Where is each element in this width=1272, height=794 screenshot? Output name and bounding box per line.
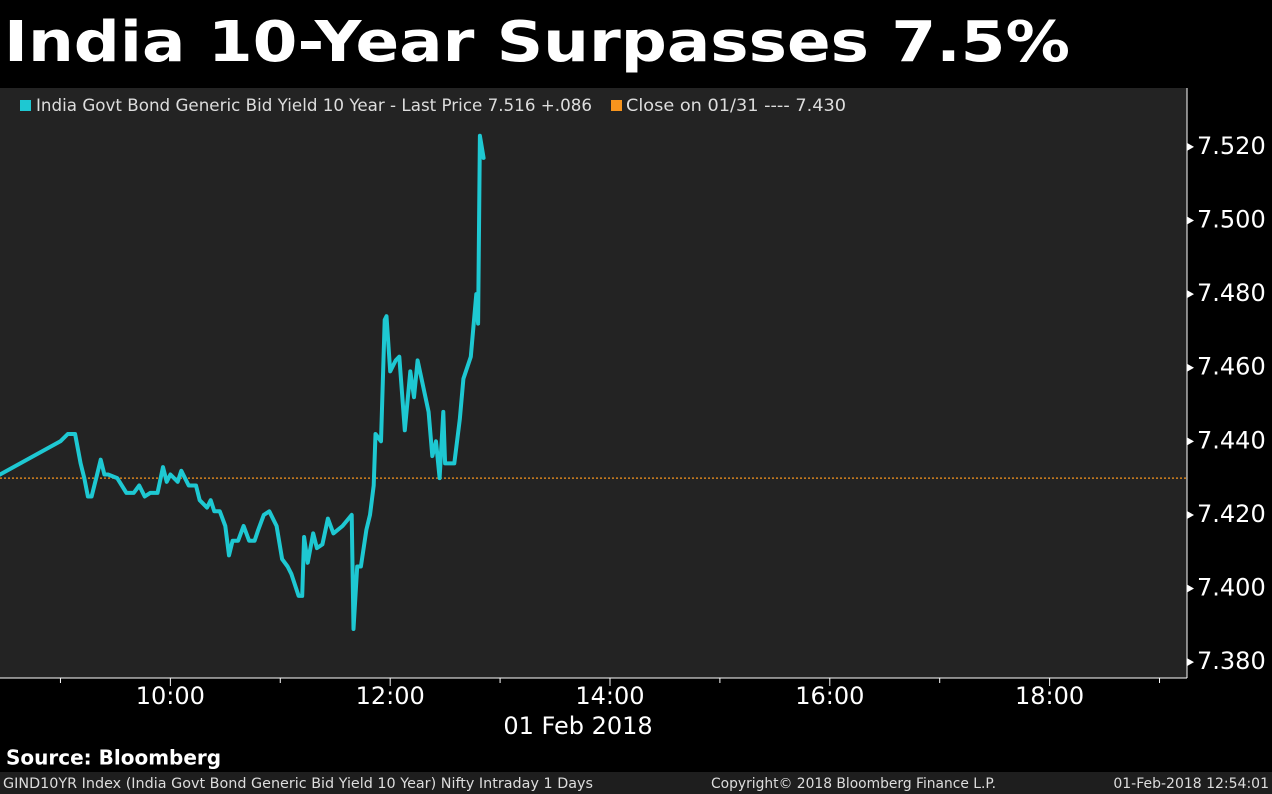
x-tick-label: 14:00 (575, 682, 644, 710)
y-tick-label: 7.400 (1197, 574, 1266, 602)
plot-area (0, 88, 1187, 678)
title-bar (0, 0, 1272, 88)
x-tick-label: 12:00 (356, 682, 425, 710)
y-tick-mark (1187, 658, 1194, 667)
series-line (0, 133, 486, 631)
x-tick-label: 10:00 (136, 682, 205, 710)
y-tick-mark (1187, 290, 1194, 299)
y-tick-label: 7.380 (1197, 647, 1266, 675)
x-axis-area (0, 678, 1272, 745)
y-tick-mark (1187, 216, 1194, 225)
y-tick-label: 7.440 (1197, 426, 1266, 454)
footer-bar (0, 772, 1272, 794)
y-axis-area (1187, 88, 1272, 678)
footer-right: 01-Feb-2018 12:54:01 (1113, 776, 1269, 792)
legend-swatch (611, 100, 622, 111)
x-tick-label: 18:00 (1015, 682, 1084, 710)
source-bar (0, 745, 1272, 772)
y-tick-mark (1187, 142, 1194, 151)
y-tick-mark (1187, 437, 1194, 446)
y-tick-label: 7.500 (1197, 206, 1266, 234)
legend-label: Close on 01/31 ---- 7.430 (626, 96, 846, 116)
y-tick-mark (1187, 510, 1194, 519)
x-axis-label: 01 Feb 2018 (503, 712, 652, 740)
legend-label: India Govt Bond Generic Bid Yield 10 Yea… (36, 96, 592, 116)
source: Source: Bloomberg (6, 746, 221, 770)
x-tick-label: 16:00 (795, 682, 864, 710)
y-tick-mark (1187, 363, 1194, 372)
y-tick-label: 7.520 (1197, 132, 1266, 160)
chart-title: India 10-Year Surpasses 7.5% (4, 10, 1070, 75)
y-tick-label: 7.420 (1197, 500, 1266, 528)
footer-center: Copyright© 2018 Bloomberg Finance L.P. (711, 776, 996, 792)
y-tick-mark (1187, 584, 1194, 593)
legend-swatch (20, 100, 31, 111)
footer-left: GIND10YR Index (India Govt Bond Generic … (3, 776, 593, 792)
y-tick-label: 7.460 (1197, 353, 1266, 381)
y-tick-label: 7.480 (1197, 279, 1266, 307)
